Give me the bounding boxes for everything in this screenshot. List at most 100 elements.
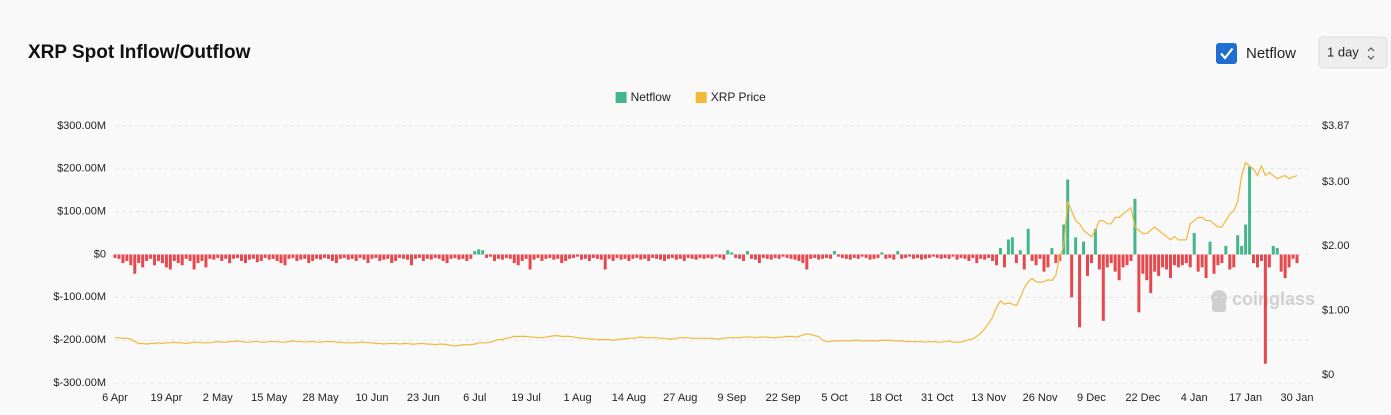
bar (1283, 254, 1287, 279)
x-tick-label: 9 Dec (1077, 392, 1106, 404)
select-chevron (1367, 47, 1375, 60)
bar (1105, 254, 1109, 268)
bar (1070, 254, 1074, 298)
bar (1161, 254, 1165, 268)
bar (955, 254, 959, 260)
bar (437, 254, 441, 259)
bar (1267, 254, 1271, 268)
bar (489, 254, 493, 257)
interval-select[interactable] (1318, 36, 1388, 69)
x-tick-label: 6 Jul (463, 392, 486, 404)
bar (228, 254, 232, 264)
bar (690, 254, 694, 259)
x-tick-label: 31 Oct (921, 392, 953, 404)
bar (240, 254, 244, 261)
bar (718, 254, 722, 258)
bar (971, 254, 975, 258)
x-tick-label: 4 Jan (1181, 392, 1208, 404)
checkbox[interactable] (1216, 43, 1237, 64)
price-line (115, 161, 1298, 347)
bar (670, 254, 674, 258)
bar (481, 250, 485, 255)
bar (572, 254, 576, 258)
bar (1236, 235, 1240, 255)
bar (160, 254, 164, 264)
bar (1089, 254, 1093, 264)
bar (1125, 254, 1129, 266)
bar (1220, 254, 1224, 264)
bar (271, 254, 275, 259)
bar (1168, 254, 1172, 279)
bar (1271, 245, 1275, 255)
bar (378, 254, 382, 261)
bar (726, 250, 730, 255)
bar (722, 254, 726, 260)
bar (1141, 254, 1145, 274)
bar (303, 254, 307, 259)
x-tick-label: 27 Aug (663, 392, 697, 404)
bar (1188, 254, 1192, 268)
bar (797, 254, 801, 261)
bar (536, 254, 540, 258)
y-tick-label: $-300.00M (53, 377, 106, 389)
bar (224, 254, 228, 259)
bar (979, 254, 983, 259)
bar (1228, 254, 1232, 270)
bar (1109, 254, 1113, 264)
bar (319, 254, 323, 260)
y2-tick-label: $1.00 (1322, 305, 1350, 317)
y2-tick-label: $3.00 (1322, 176, 1350, 188)
bar (121, 254, 125, 264)
bar (350, 254, 354, 259)
bar (1085, 254, 1089, 276)
x-tick-label: 6 Apr (102, 392, 128, 404)
bar (461, 254, 465, 259)
bar (1074, 237, 1078, 255)
bar (216, 254, 220, 258)
bar (1232, 254, 1236, 268)
bar (145, 254, 149, 261)
bar (168, 254, 172, 270)
y2-tick-label: $3.87 (1322, 120, 1350, 132)
bar (413, 254, 417, 259)
x-tick-label: 22 Sep (766, 392, 801, 404)
bar (125, 254, 129, 261)
bar (524, 254, 528, 259)
bar (1153, 254, 1157, 272)
bar (263, 254, 267, 258)
x-tick-label: 9 Sep (717, 392, 746, 404)
y2-tick-label: $0 (1322, 369, 1334, 381)
bar (1113, 254, 1117, 272)
bar (192, 254, 196, 270)
bar (702, 254, 706, 259)
bar (840, 254, 844, 258)
bar (1046, 254, 1050, 268)
bar (607, 254, 611, 259)
bar (844, 254, 848, 259)
x-tick-label: 18 Oct (870, 392, 902, 404)
bar (825, 254, 829, 258)
bar (872, 254, 876, 259)
bar (1042, 254, 1046, 272)
bar (686, 254, 690, 258)
bar (1014, 254, 1018, 264)
bar (655, 254, 659, 259)
bar (995, 254, 999, 266)
bar (1165, 254, 1169, 270)
bar (603, 254, 607, 270)
bar (706, 254, 710, 258)
bar (204, 254, 208, 268)
bar (959, 254, 963, 258)
bar (730, 252, 734, 255)
bar (1054, 254, 1058, 264)
bar (1240, 245, 1244, 255)
bar (409, 254, 413, 266)
bar (896, 251, 900, 255)
bar (1244, 224, 1248, 255)
x-tick-label: 2 May (203, 392, 233, 404)
bar (236, 254, 240, 258)
bar (1078, 254, 1082, 328)
bar (212, 254, 216, 260)
bar (943, 254, 947, 258)
bar (117, 254, 121, 259)
